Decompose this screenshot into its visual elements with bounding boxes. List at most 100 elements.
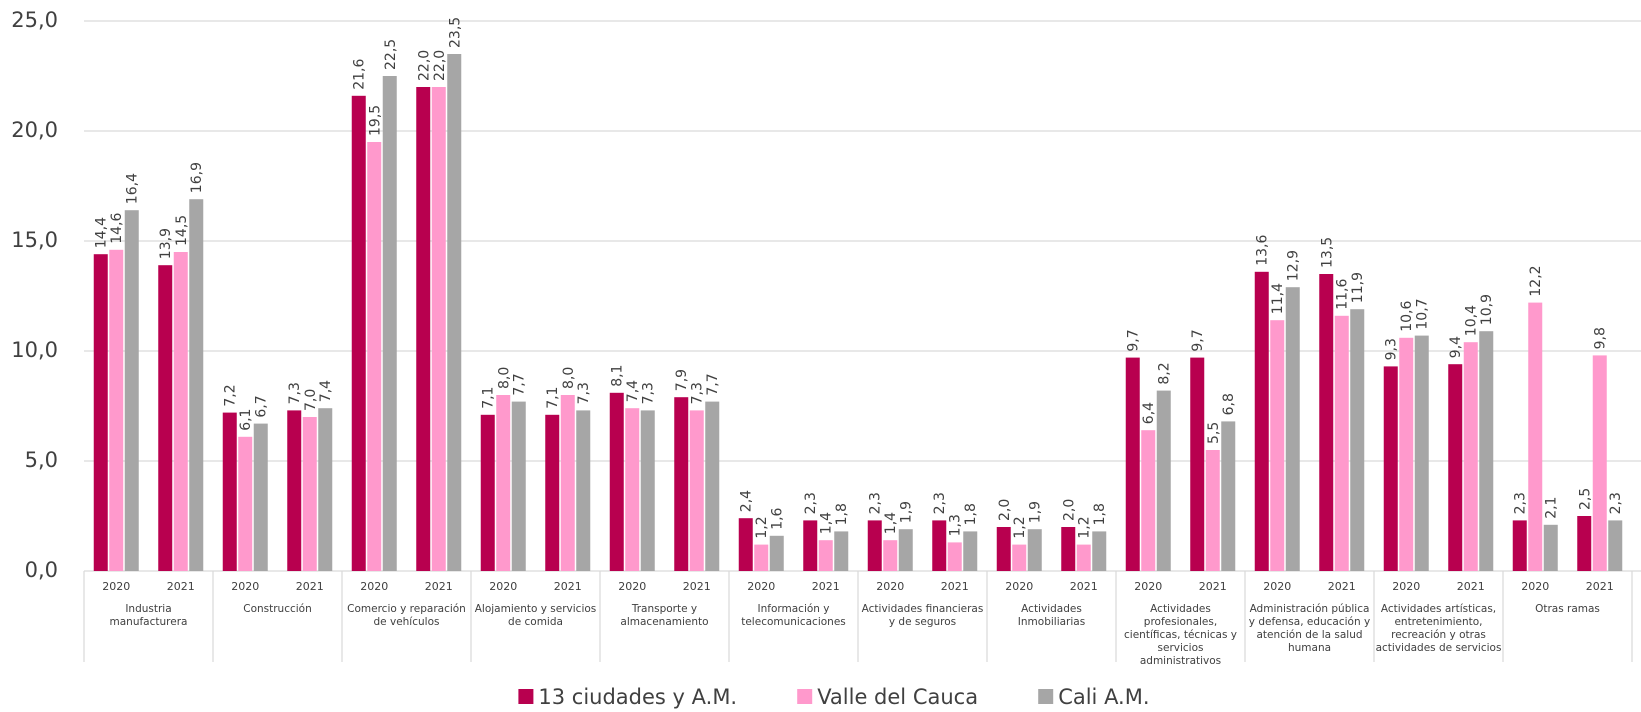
x-tick-label: 2020 (231, 580, 259, 593)
bar (932, 520, 947, 571)
bar (253, 423, 268, 571)
bar (158, 265, 173, 571)
value-label: 16,4 (125, 173, 141, 204)
bar (689, 410, 704, 571)
value-label: 2,3 (1513, 492, 1529, 514)
bar (1076, 544, 1091, 571)
group-label: Actividades profesionales, científicas, … (1124, 603, 1237, 667)
bar (416, 87, 431, 571)
value-label: 7,2 (223, 384, 239, 406)
bar (1608, 520, 1623, 571)
x-tick-label: 2021 (1070, 580, 1098, 593)
y-tick-label: 15,0 (11, 228, 58, 252)
value-label: 2,3 (868, 492, 884, 514)
bar (1319, 274, 1334, 571)
value-label: 2,3 (1608, 492, 1624, 514)
bar (947, 542, 962, 571)
value-label: 9,3 (1384, 338, 1400, 360)
group-label: Otras ramas (1535, 603, 1600, 615)
group-label: Actividades financieras y de seguros (861, 603, 984, 628)
legend-label: Cali A.M. (1058, 685, 1149, 709)
value-label: 7,4 (318, 380, 334, 402)
bar (1205, 450, 1220, 571)
bar (1399, 337, 1414, 571)
bar (511, 401, 526, 571)
value-label: 1,2 (1012, 516, 1028, 538)
bar (705, 401, 720, 571)
value-label: 2,5 (1577, 488, 1593, 510)
value-label: 9,7 (1190, 329, 1206, 351)
value-label: 7,4 (625, 380, 641, 402)
x-tick-label: 2021 (683, 580, 711, 593)
bar (576, 410, 591, 571)
x-tick-label: 2021 (941, 580, 969, 593)
value-label: 6,8 (1221, 393, 1237, 415)
bar (367, 142, 382, 571)
value-label: 1,9 (1028, 501, 1044, 523)
bar (560, 395, 575, 571)
value-label: 10,9 (1479, 294, 1495, 325)
bar (609, 392, 624, 571)
value-label: 11,4 (1270, 283, 1286, 314)
x-tick-label: 2020 (876, 580, 904, 593)
bar (1012, 544, 1027, 571)
value-label: 11,6 (1335, 279, 1351, 310)
bar (1448, 364, 1463, 571)
value-label: 1,2 (1077, 516, 1093, 538)
bar (382, 76, 397, 571)
bar (1592, 355, 1607, 571)
bar (996, 527, 1011, 571)
bar (1190, 357, 1205, 571)
value-label: 13,5 (1319, 237, 1335, 268)
legend-swatch (797, 689, 813, 704)
bar (318, 408, 333, 571)
legend-swatch (1038, 689, 1054, 704)
bar (1528, 302, 1543, 571)
y-tick-label: 20,0 (11, 118, 58, 142)
y-tick-label: 5,0 (25, 448, 58, 472)
bar (1383, 366, 1398, 571)
value-label: 10,6 (1399, 301, 1415, 332)
bar (769, 535, 784, 571)
value-label: 2,1 (1544, 497, 1560, 519)
x-tick-label: 2020 (747, 580, 775, 593)
bar (93, 254, 108, 571)
bar (287, 410, 302, 571)
bar (238, 436, 253, 571)
x-tick-label: 2021 (812, 580, 840, 593)
value-label: 1,6 (770, 507, 786, 529)
x-tick-label: 2021 (1586, 580, 1614, 593)
bar (1414, 335, 1429, 571)
value-label: 14,5 (174, 215, 190, 246)
bar (109, 249, 124, 572)
value-label: 7,9 (674, 369, 690, 391)
bar (1027, 529, 1042, 571)
group-label: Industria manufacturera (109, 603, 188, 628)
y-tick-label: 0,0 (25, 558, 58, 582)
value-label: 2,3 (932, 492, 948, 514)
x-tick-label: 2020 (360, 580, 388, 593)
group-label: Alojamiento y servicios de comida (474, 603, 597, 628)
group-label: Actividades Inmobiliarias (1017, 603, 1086, 628)
legend-label: 13 ciudades y A.M. (538, 685, 737, 709)
value-label: 9,8 (1593, 327, 1609, 349)
bar (818, 540, 833, 571)
value-label: 8,0 (561, 367, 577, 389)
value-label: 19,5 (367, 105, 383, 136)
x-tick-label: 2021 (167, 580, 195, 593)
value-label: 6,1 (238, 409, 254, 431)
group-label: Información y telecomunicaciones (741, 603, 846, 628)
bar (1479, 331, 1494, 571)
bar (754, 544, 769, 571)
x-tick-label: 2020 (102, 580, 130, 593)
value-label: 7,7 (705, 373, 721, 395)
value-label: 9,7 (1126, 329, 1142, 351)
value-label: 10,4 (1464, 305, 1480, 336)
value-label: 7,1 (481, 387, 497, 409)
bar (1254, 271, 1269, 571)
value-label: 1,8 (963, 503, 979, 525)
bar (738, 518, 753, 571)
x-tick-label: 2020 (1134, 580, 1162, 593)
bar (1141, 430, 1156, 571)
